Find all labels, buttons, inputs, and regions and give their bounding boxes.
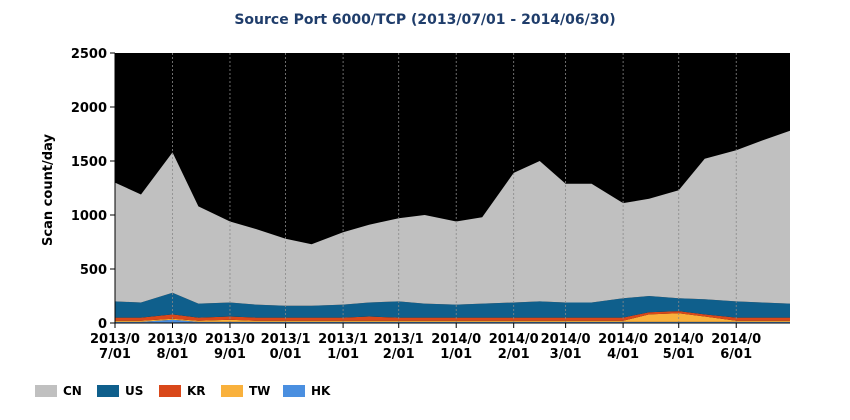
legend-label: KR (187, 384, 206, 398)
y-tick-label: 500 (80, 263, 107, 278)
y-tick-label: 1500 (71, 155, 107, 170)
y-tick-label: 2500 (71, 47, 107, 62)
legend-item: HK (283, 384, 330, 398)
x-tick-label: 2013/07/01 (90, 332, 140, 362)
legend-label: TW (249, 384, 271, 398)
x-tick-label: 2014/01/01 (431, 332, 482, 362)
legend-label: CN (63, 384, 82, 398)
x-tick-label: 2013/12/01 (373, 332, 424, 362)
x-tick-label: 2014/03/01 (540, 332, 591, 362)
y-tick-label: 0 (98, 317, 107, 332)
legend-label: HK (311, 384, 331, 398)
chart-title: Source Port 6000/TCP (2013/07/01 - 2014/… (234, 12, 615, 28)
legend-swatch (35, 385, 57, 397)
legend-swatch (97, 385, 119, 397)
x-tick-label: 2013/08/01 (147, 332, 198, 362)
legend-item: TW (221, 384, 270, 398)
area (115, 319, 790, 323)
area (115, 313, 790, 322)
area (115, 311, 790, 321)
y-tick-label: 1000 (71, 209, 107, 224)
x-tick-label: 2014/02/01 (488, 332, 539, 362)
legend-swatch (221, 385, 243, 397)
legend-swatch (159, 385, 181, 397)
y-axis-label: Scan count/day (41, 134, 56, 246)
legend-item: KR (159, 384, 206, 398)
x-tick-label: 2013/10/01 (260, 332, 311, 362)
area (115, 292, 790, 318)
x-tick-label: 2014/06/01 (711, 332, 762, 362)
legend-item: CN (35, 384, 82, 398)
x-tick-label: 2014/05/01 (653, 332, 704, 362)
x-tick-label: 2013/11/01 (318, 332, 369, 362)
legend-swatch (283, 385, 305, 397)
y-tick-label: 2000 (71, 101, 107, 116)
x-tick-label: 2014/04/01 (598, 332, 649, 362)
x-tick-label: 2013/09/01 (204, 332, 255, 362)
legend-item: US (97, 384, 143, 398)
area (115, 130, 790, 306)
legend-label: US (125, 384, 144, 398)
